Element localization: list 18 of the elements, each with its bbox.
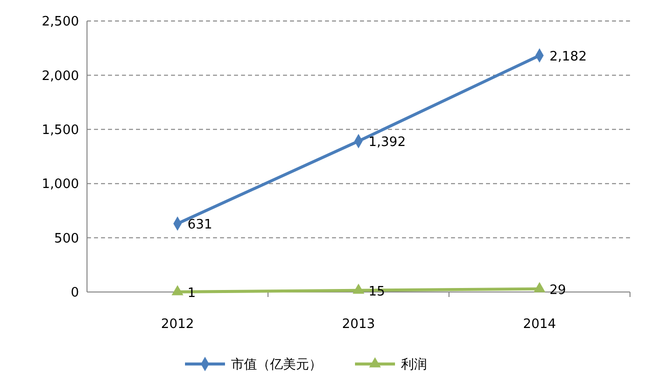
point xyxy=(172,285,184,296)
data-label: 2,182 xyxy=(550,49,587,64)
y-tick-label: 500 xyxy=(54,231,79,246)
y-tick-label: 1,500 xyxy=(42,122,79,138)
data-label: 29 xyxy=(550,282,566,298)
point xyxy=(352,284,364,294)
x-tick-label: 2013 xyxy=(342,317,376,332)
legend-label: 利润 xyxy=(401,358,427,373)
legend-label: 市值（亿美元） xyxy=(231,356,322,373)
x-tick-label: 2012 xyxy=(160,317,194,332)
y-tick-label: 2,500 xyxy=(42,14,79,30)
y-tick-label: 1,000 xyxy=(42,177,79,192)
data-label: 631 xyxy=(188,218,212,233)
point xyxy=(534,282,546,292)
y-tick-label: 0 xyxy=(70,286,79,301)
x-tick-label: 2014 xyxy=(522,317,556,332)
data-label: 1,392 xyxy=(368,135,406,150)
y-tick-label: 2,000 xyxy=(42,68,79,84)
